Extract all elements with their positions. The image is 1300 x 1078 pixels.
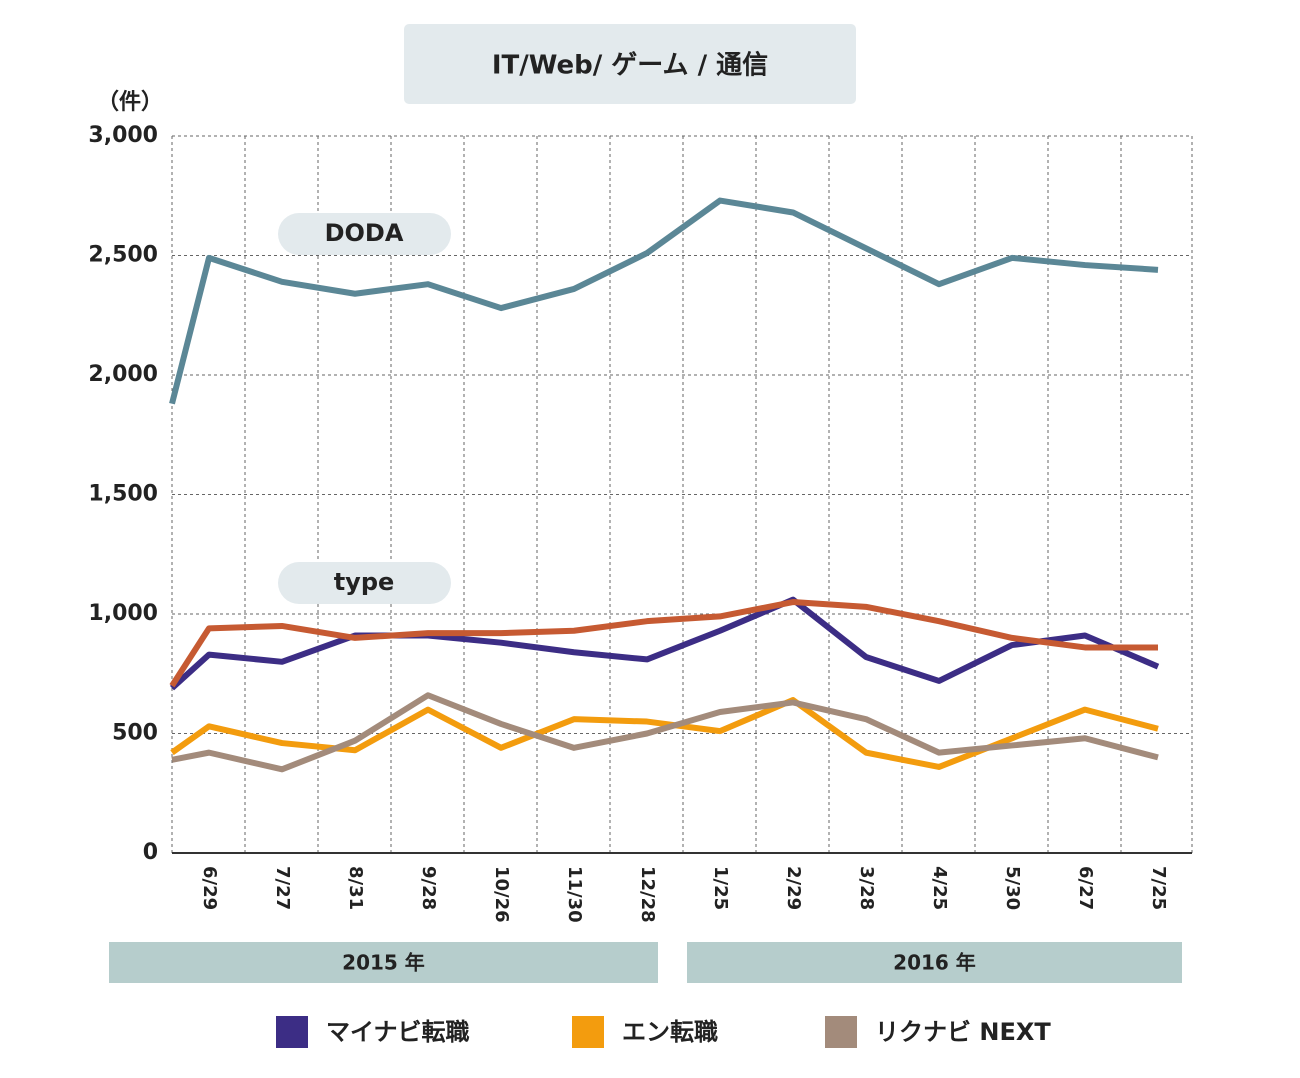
- x-tick-label: 6/27: [1075, 866, 1096, 910]
- x-tick-label: 11/30: [564, 866, 585, 923]
- x-tick-label: 3/28: [856, 866, 877, 910]
- series-label: type: [334, 568, 395, 596]
- y-tick-label: 1,500: [88, 482, 158, 507]
- y-tick-label: 0: [143, 840, 158, 865]
- legend-label: エン転職: [622, 1018, 718, 1046]
- x-tick-label: 6/29: [199, 866, 220, 910]
- y-tick-label: 500: [112, 721, 158, 746]
- period-label: 2016 年: [893, 951, 976, 975]
- period-band: [687, 942, 1182, 983]
- x-tick-label: 2/29: [783, 866, 804, 910]
- legend-swatch: [276, 1016, 308, 1048]
- x-tick-label: 12/28: [637, 866, 658, 923]
- legend-swatch: [572, 1016, 604, 1048]
- series-label: DODA: [325, 219, 404, 247]
- series-line: [169, 197, 1159, 405]
- chart-title: IT/Web/ ゲーム / 通信: [492, 51, 768, 81]
- x-tick-label: 4/25: [929, 866, 950, 910]
- series-label-pill: [278, 562, 451, 604]
- x-tick-label: 8/31: [345, 866, 366, 910]
- period-band: [109, 942, 658, 983]
- y-tick-label: 1,000: [88, 601, 158, 626]
- series-label-pill: [278, 213, 451, 255]
- x-tick-label: 1/25: [710, 866, 731, 910]
- y-unit: （件）: [97, 90, 163, 115]
- y-tick-label: 3,000: [88, 123, 158, 148]
- legend-label: マイナビ転職: [326, 1018, 470, 1046]
- x-tick-label: 7/27: [272, 866, 293, 910]
- x-tick-label: 7/25: [1148, 866, 1169, 910]
- title-box: [404, 24, 856, 104]
- x-tick-label: 10/26: [491, 866, 512, 923]
- period-label: 2015 年: [342, 951, 425, 975]
- x-tick-label: 5/30: [1002, 866, 1023, 910]
- series-line: [171, 692, 1159, 773]
- series-line: [169, 596, 1160, 691]
- legend-swatch: [825, 1016, 857, 1048]
- y-tick-label: 2,000: [88, 362, 158, 387]
- legend-label: リクナビ NEXT: [875, 1018, 1051, 1046]
- series-line: [169, 599, 1158, 688]
- y-tick-label: 2,500: [88, 243, 158, 268]
- x-tick-label: 9/28: [418, 866, 439, 910]
